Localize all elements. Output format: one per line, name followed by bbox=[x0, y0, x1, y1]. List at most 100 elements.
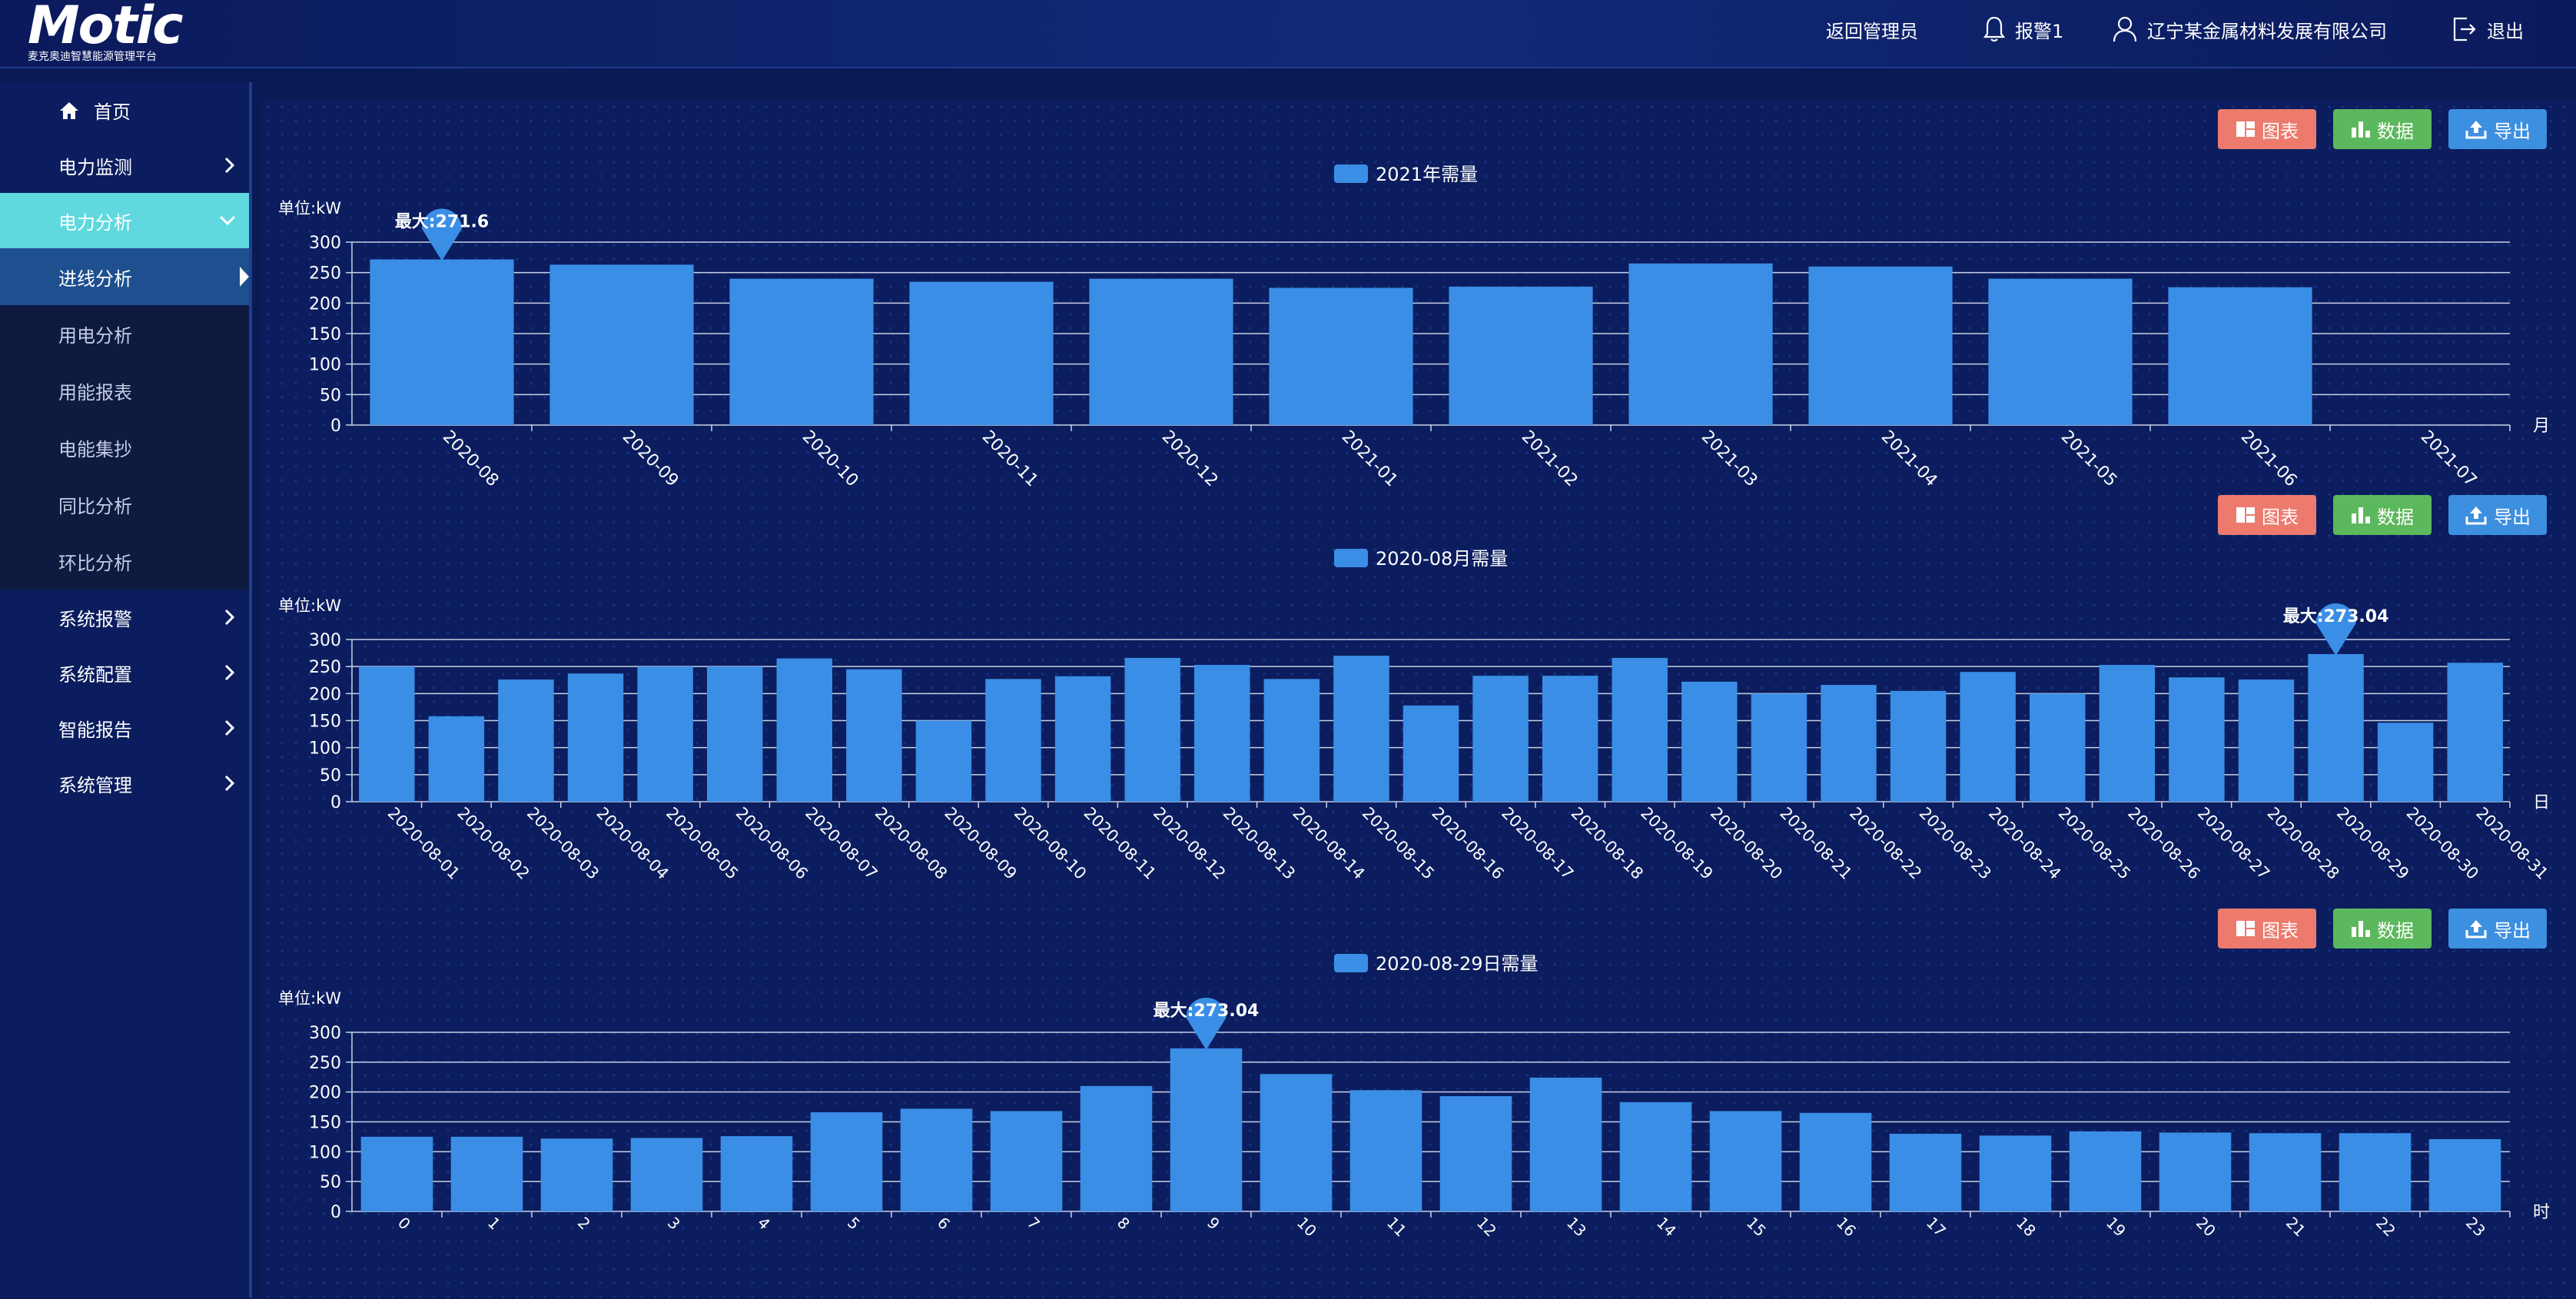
x-tick-label: 9 bbox=[1203, 1214, 1223, 1234]
data-view-button[interactable]: 数据 bbox=[2333, 109, 2432, 149]
bar bbox=[1472, 676, 1529, 802]
x-tick-label: 2020-08-25 bbox=[2055, 804, 2134, 883]
x-tick-label: 2020-08 bbox=[439, 427, 503, 491]
user-icon bbox=[2113, 16, 2137, 42]
sidebar-item-system[interactable]: 系统管理 bbox=[0, 756, 249, 811]
bar bbox=[2447, 663, 2503, 802]
data-view-label: 数据 bbox=[2377, 120, 2414, 142]
sidebar-item-label: 用电分析 bbox=[58, 324, 132, 347]
layout-icon bbox=[2236, 507, 2255, 523]
bar bbox=[1054, 676, 1111, 802]
x-tick-label: 17 bbox=[1923, 1214, 1950, 1241]
bar bbox=[1403, 705, 1459, 802]
bar bbox=[915, 720, 972, 802]
x-tick-label: 2020-08-24 bbox=[1985, 804, 2064, 883]
export-button[interactable]: 导出 bbox=[2448, 109, 2547, 149]
chart-view-button[interactable]: 图表 bbox=[2218, 909, 2316, 949]
bar bbox=[1194, 665, 1250, 802]
bar bbox=[846, 669, 902, 802]
upload-icon bbox=[2465, 121, 2487, 139]
bar bbox=[359, 666, 415, 802]
company-link[interactable]: 辽宁某金属材料发展有限公司 bbox=[2112, 15, 2387, 43]
sidebar-subitem-consumption[interactable]: 用电分析 bbox=[0, 305, 249, 362]
y-tick-label: 0 bbox=[330, 793, 341, 812]
chevron-down-icon bbox=[219, 215, 236, 226]
chart-panel-hourly: 图表 数据 导出 2020-08-29日需量 单位:kW 0 50 100 150 200 2… bbox=[261, 907, 2576, 1299]
export-button[interactable]: 导出 bbox=[2448, 909, 2547, 949]
bar bbox=[549, 264, 694, 425]
y-tick-label: 300 bbox=[309, 234, 341, 253]
chart-view-button[interactable]: 图表 bbox=[2218, 495, 2316, 535]
company-label: 辽宁某金属材料发展有限公司 bbox=[2147, 20, 2387, 42]
bar bbox=[1709, 1111, 1782, 1211]
bar bbox=[567, 673, 624, 802]
bar bbox=[1988, 278, 2133, 425]
sidebar-item-report[interactable]: 智能报告 bbox=[0, 700, 249, 756]
sidebar-item-label: 系统配置 bbox=[58, 663, 132, 686]
upload-icon bbox=[2465, 507, 2487, 525]
sidebar-item-power-analysis[interactable]: 电力分析 bbox=[0, 193, 249, 248]
bar bbox=[1960, 672, 2016, 802]
data-view-button[interactable]: 数据 bbox=[2333, 495, 2432, 535]
x-tick-label: 14 bbox=[1653, 1214, 1680, 1241]
export-label: 导出 bbox=[2494, 120, 2531, 142]
sidebar-item-alarm[interactable]: 系统报警 bbox=[0, 590, 249, 645]
layout-icon bbox=[2236, 121, 2255, 137]
sidebar-item-label: 环比分析 bbox=[58, 552, 132, 574]
y-axis-unit: 单位:kW bbox=[278, 989, 341, 1008]
export-button[interactable]: 导出 bbox=[2448, 495, 2547, 535]
y-tick-label: 100 bbox=[309, 1143, 341, 1162]
legend-swatch bbox=[1334, 549, 1368, 567]
alarm-link[interactable]: 报警1 bbox=[1983, 15, 2063, 43]
sidebar-item-power-monitor[interactable]: 电力监测 bbox=[0, 138, 249, 193]
data-view-button[interactable]: 数据 bbox=[2333, 909, 2432, 949]
x-tick-label: 2020-08-01 bbox=[384, 804, 463, 883]
x-tick-label: 12 bbox=[1473, 1214, 1500, 1241]
export-label: 导出 bbox=[2494, 919, 2531, 942]
chart-view-label: 图表 bbox=[2262, 120, 2299, 142]
x-tick-label: 2020-10 bbox=[798, 427, 862, 491]
y-tick-label: 200 bbox=[309, 1084, 341, 1103]
y-tick-label: 100 bbox=[309, 739, 341, 759]
bar bbox=[729, 278, 874, 425]
sidebar-item-label: 用能报表 bbox=[58, 381, 132, 404]
y-tick-label: 150 bbox=[309, 713, 341, 732]
back-admin-link[interactable]: 返回管理员 bbox=[1826, 15, 1918, 43]
x-tick-label: 5 bbox=[844, 1214, 864, 1234]
sidebar-subitem-incoming-line[interactable]: 进线分析 bbox=[0, 248, 249, 305]
bar bbox=[1542, 676, 1598, 802]
legend-label: 2020-08月需量 bbox=[1376, 548, 1508, 570]
bar bbox=[810, 1112, 883, 1211]
sidebar-subitem-mom[interactable]: 环比分析 bbox=[0, 533, 249, 590]
bar bbox=[1124, 657, 1180, 802]
chart-view-button[interactable]: 图表 bbox=[2218, 109, 2316, 149]
x-tick-label: 2020-08-18 bbox=[1568, 804, 1647, 883]
bar bbox=[1260, 1074, 1333, 1211]
bar bbox=[2029, 693, 2086, 802]
bar bbox=[1619, 1101, 1692, 1211]
x-tick-label: 2020-08-12 bbox=[1150, 804, 1229, 883]
x-tick-label: 11 bbox=[1383, 1214, 1410, 1241]
sidebar-subitem-energy-report[interactable]: 用能报表 bbox=[0, 362, 249, 419]
sidebar-subitem-meter-reading[interactable]: 电能集抄 bbox=[0, 419, 249, 476]
bar bbox=[1333, 656, 1389, 802]
y-tick-label: 250 bbox=[309, 658, 341, 677]
chart-view-label: 图表 bbox=[2262, 506, 2299, 528]
x-tick-label: 2020-08-31 bbox=[2472, 804, 2551, 883]
sidebar: 首页 电力监测 电力分析 进线分析 用电分析 用能报表 电能集抄 同比分析 环比… bbox=[0, 82, 249, 1297]
bar bbox=[1439, 1096, 1512, 1211]
x-tick-label: 2021-05 bbox=[2057, 427, 2121, 491]
sidebar-subitem-yoy[interactable]: 同比分析 bbox=[0, 476, 249, 533]
y-tick-label: 100 bbox=[309, 356, 341, 375]
max-marker-pin bbox=[2315, 603, 2356, 656]
bar bbox=[1979, 1135, 2052, 1211]
sidebar-item-label: 系统报警 bbox=[58, 608, 132, 630]
sidebar-item-home[interactable]: 首页 bbox=[0, 82, 249, 138]
bar bbox=[2308, 653, 2364, 802]
logout-button[interactable]: 退出 bbox=[2452, 15, 2524, 43]
bar-chart-icon bbox=[2352, 921, 2370, 937]
x-tick-label: 2021-02 bbox=[1518, 427, 1582, 491]
x-tick-label: 2020-08-23 bbox=[1916, 804, 1995, 883]
sidebar-item-config[interactable]: 系统配置 bbox=[0, 645, 249, 700]
